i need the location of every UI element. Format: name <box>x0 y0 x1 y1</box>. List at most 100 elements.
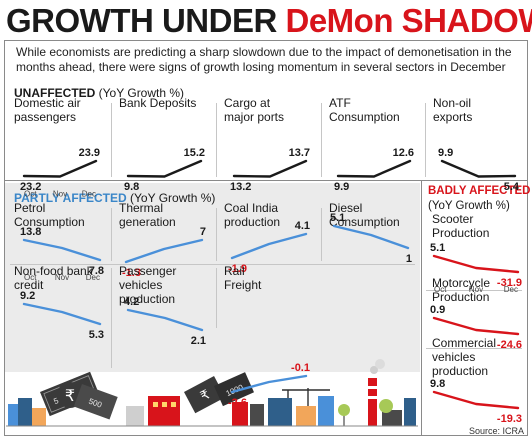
chart-title: Scooter Production <box>432 212 489 240</box>
data-label-0: 13.8 <box>20 226 41 238</box>
series-line <box>432 316 520 336</box>
series-line <box>432 254 520 274</box>
divider-unaffected <box>5 180 527 181</box>
chart-title-line: Consumption <box>329 215 400 229</box>
series-line <box>22 159 98 178</box>
data-label-1: 13.7 <box>289 147 310 159</box>
data-label-0: -1.9 <box>228 263 247 275</box>
col-divider-u3 <box>321 103 322 177</box>
building-4 <box>126 406 144 426</box>
series-line <box>126 308 204 332</box>
data-label-0: 9.9 <box>334 181 349 193</box>
factory-icon <box>148 396 180 426</box>
chart-title-line: credit <box>14 278 44 292</box>
data-label-1: -24.6 <box>497 339 522 351</box>
chart-11: Rail Freight -2.6 -0.1 <box>224 264 310 409</box>
data-label-1: 5.3 <box>89 329 104 341</box>
chart-title-line: generation <box>119 215 176 229</box>
data-label-0: 13.2 <box>230 181 251 193</box>
data-label-0: 0.9 <box>430 304 445 316</box>
section-title-partly: PARTLY AFFECTED (YoY Growth %) <box>14 191 215 205</box>
chart-title-line: major ports <box>224 110 284 124</box>
headline: GROWTH UNDER DeMon SHADOW <box>6 2 532 40</box>
building-6 <box>250 404 264 426</box>
chart-title: Diesel Consumption <box>329 201 400 229</box>
rupee-note-icon-3: ₹ <box>184 376 226 414</box>
chart-4: Non-oil exports 9.9 5.4 <box>433 96 520 193</box>
x-tick-label: Oct <box>24 190 37 199</box>
chart-title: Commercial vehicles production <box>432 336 496 378</box>
data-label-0: -1.3 <box>122 267 141 279</box>
data-label-0: 5.1 <box>430 242 445 254</box>
chart-title-line: Bank Deposits <box>119 96 196 110</box>
data-label-0: 23.2 <box>20 181 41 193</box>
x-tick-label: Nov <box>469 285 483 294</box>
chart-title-line: vehicles <box>119 278 162 292</box>
data-label-1: 1 <box>406 253 412 265</box>
building-10 <box>382 410 402 426</box>
chart-0: Domestic air passengers 23.2 23.9 Oct Nov Dec <box>14 96 100 199</box>
col-divider-u4 <box>425 103 426 177</box>
chart-title: Rail Freight <box>224 264 262 292</box>
chart-title: ATF Consumption <box>329 96 400 124</box>
col-divider-p3 <box>321 208 322 261</box>
series-line <box>22 302 102 326</box>
col-divider-u2 <box>216 103 217 177</box>
source-credit: Source: ICRA <box>468 426 524 436</box>
series-line <box>432 390 520 410</box>
chart-title-line: Cargo at <box>224 96 271 110</box>
chart-title: Passenger vehicles production <box>119 264 176 306</box>
chart-title-line: Petrol <box>14 201 45 215</box>
chart-title-line: Non-food bank <box>14 264 94 278</box>
headline-part-red: DeMon SHADOW <box>285 2 532 39</box>
data-label-1: 15.2 <box>184 147 205 159</box>
data-label-1: 7.8 <box>89 265 104 277</box>
chart-title-line: Production <box>432 290 489 304</box>
infographic-frame <box>4 40 528 436</box>
chart-title-line: production <box>119 292 175 306</box>
divider-partly-row <box>10 264 415 265</box>
x-tick-label: Dec <box>86 273 100 282</box>
chart-6: Thermal generation -1.3 7 <box>119 201 206 279</box>
data-label-1: 12.6 <box>393 147 414 159</box>
x-tick-label: Oct <box>434 285 447 294</box>
chimney-icon <box>368 359 385 426</box>
chart-title-line: Production <box>432 226 489 240</box>
chart-title-line: Scooter <box>432 212 473 226</box>
series-line <box>332 224 410 250</box>
section-unaffected-sub: (YoY Growth %) <box>95 86 185 100</box>
col-divider-u1 <box>111 103 112 177</box>
chart-title-line: passengers <box>14 110 76 124</box>
building-11 <box>404 398 416 426</box>
data-label-1: 4.1 <box>295 220 310 232</box>
data-label-1: -0.1 <box>291 362 310 374</box>
series-line <box>336 159 412 178</box>
chart-3: ATF Consumption 9.9 12.6 <box>329 96 414 193</box>
chart-title-line: Passenger <box>119 264 176 278</box>
section-partly-sub: (YoY Growth %) <box>126 191 216 205</box>
data-label-1: 23.9 <box>79 147 100 159</box>
building-1 <box>8 404 18 426</box>
divider-badly <box>421 181 422 435</box>
x-tick-label: Dec <box>504 285 518 294</box>
data-label-1: -31.9 <box>497 277 522 289</box>
building-8 <box>296 406 316 426</box>
chart-title: Non-food bank credit <box>14 264 94 292</box>
chart-7: Coal India production -1.9 4.1 <box>224 201 310 275</box>
x-tick-label: Dec <box>82 190 96 199</box>
col-divider-p5 <box>216 268 217 328</box>
skyline-illustration: 500 ₹ 500 ₹ 1000 <box>6 359 418 427</box>
section-title-unaffected: UNAFFECTED (YoY Growth %) <box>14 86 184 100</box>
data-label-0: 9.2 <box>20 290 35 302</box>
chart-title: Bank Deposits <box>119 96 196 110</box>
building-3 <box>32 408 46 426</box>
building-2 <box>18 398 32 426</box>
chart-12: Scooter Production 5.1 -31.9 Oct Nov Dec <box>430 212 522 294</box>
building-7 <box>268 398 292 426</box>
chart-title-line: Commercial <box>432 336 496 350</box>
data-label-1: 7 <box>200 226 206 238</box>
chart-title: Coal India production <box>224 201 280 229</box>
